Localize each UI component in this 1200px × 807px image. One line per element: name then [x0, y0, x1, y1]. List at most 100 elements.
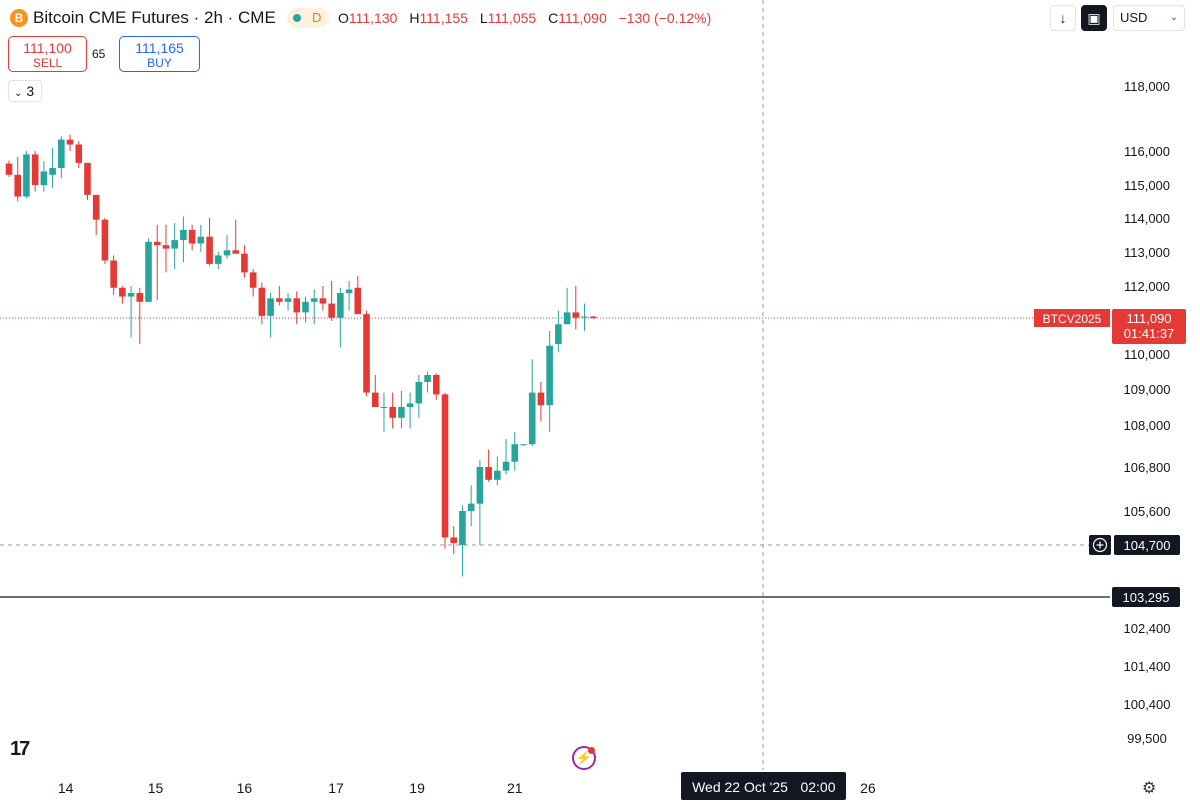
candle-body [441, 394, 449, 538]
indicators-count: 3 [26, 83, 35, 99]
contract-label: BTCV2025 [1043, 312, 1102, 326]
time-tick-label: 19 [409, 780, 425, 796]
candle-body [398, 407, 405, 418]
candle-body [23, 154, 30, 197]
candle-body [546, 345, 553, 406]
price-tick-label: 118,000 [1124, 79, 1170, 94]
candle-body [180, 229, 187, 241]
price-tick-label: 100,400 [1124, 697, 1171, 712]
crosshair-price-box [1114, 535, 1180, 555]
chart-header: B Bitcoin CME Futures · 2h · CME D O111,… [0, 0, 1200, 36]
candle-body [258, 287, 266, 316]
candle-body [5, 163, 13, 175]
sell-price: 111,100 [23, 40, 72, 56]
gear-icon[interactable]: ⚙ [1142, 780, 1157, 797]
fullscreen-icon[interactable]: ▣ [1081, 5, 1107, 31]
candle-body [206, 236, 213, 264]
price-tick-label: 106,800 [1124, 460, 1171, 475]
change-value: −130 (−0.12%) [618, 10, 712, 26]
candle-body [214, 255, 222, 264]
price-tick-label: 108,000 [1124, 418, 1171, 433]
candle-body [563, 312, 571, 325]
buy-price: 111,165 [135, 40, 184, 56]
candle-body [581, 316, 588, 318]
candle-body [476, 467, 484, 504]
crosshair-price-label: 104,700 [1124, 538, 1171, 553]
candle-body [276, 298, 283, 302]
candle-body [328, 303, 335, 318]
candle-body [485, 467, 492, 480]
bitcoin-icon[interactable]: B [10, 9, 28, 27]
lightning-icon[interactable]: ⚡ [572, 746, 596, 770]
candle-body [75, 144, 83, 163]
tradingview-logo[interactable]: 17 [10, 738, 30, 760]
candles-layer [5, 134, 597, 577]
candle-body [555, 324, 562, 345]
currency-select[interactable]: USD ⌄ [1113, 5, 1185, 31]
last-price-box [1112, 309, 1186, 344]
candle-body [14, 174, 22, 197]
symbol-title[interactable]: Bitcoin CME Futures · 2h · CME [33, 8, 276, 27]
price-tick-label: 110,000 [1124, 347, 1170, 362]
notification-dot [588, 747, 595, 754]
sell-button[interactable]: 111,100 SELL [8, 36, 87, 72]
market-open-dot [293, 14, 301, 22]
candle-body [232, 250, 240, 254]
buy-label: BUY [147, 56, 172, 70]
candle-body [119, 287, 126, 297]
time-tick-label: 26 [860, 780, 876, 796]
candle-body [66, 139, 74, 145]
buy-button[interactable]: 111,165 BUY [119, 36, 200, 72]
candle-body [302, 301, 309, 313]
chart-overlays [0, 0, 1110, 770]
candle-body [110, 260, 117, 288]
time-tick-label: 16 [237, 780, 253, 796]
crosshair-date-box [681, 772, 846, 800]
arrow-down-icon[interactable]: ↓ [1050, 5, 1076, 31]
time-tick-label: 15 [148, 780, 164, 796]
countdown-label: 01:41:37 [1124, 326, 1175, 341]
candle-body [223, 250, 231, 256]
ohlc-legend: O111,130 H111,155 L111,055 C111,090 −130… [338, 10, 719, 26]
candle-body [101, 219, 109, 261]
candle-body [319, 298, 327, 304]
candle-body [58, 139, 65, 168]
hline-price-label: 103,295 [1123, 590, 1170, 605]
high-value: 111,155 [419, 10, 468, 26]
price-tick-label: 105,600 [1124, 504, 1171, 519]
currency-value: USD [1120, 10, 1148, 25]
candle-body [197, 236, 205, 244]
candle-body [494, 470, 501, 480]
candle-body [310, 298, 318, 302]
market-status-badge[interactable]: D [287, 8, 329, 28]
chevron-down-icon: ⌄ [14, 88, 23, 99]
candle-body [345, 289, 353, 294]
candle-body [267, 298, 274, 316]
candle-body [415, 382, 423, 404]
price-tick-label: 109,000 [1124, 382, 1171, 397]
delayed-indicator: D [312, 10, 322, 25]
candle-body [145, 241, 152, 302]
time-tick-label: 17 [328, 780, 344, 796]
last-price-label: 111,090 [1126, 311, 1171, 326]
price-tick-label: 102,400 [1124, 621, 1171, 636]
price-tick-label: 116,000 [1124, 144, 1170, 159]
price-tick-label: 115,000 [1124, 178, 1170, 193]
crosshair-date-label: Wed 22 Oct '25 [692, 779, 788, 795]
price-tick-label: 113,000 [1124, 245, 1170, 260]
price-tick-label: 114,000 [1124, 211, 1170, 226]
open-value: 111,130 [348, 10, 398, 26]
price-tick-label: 101,400 [1124, 659, 1171, 674]
price-tick-label: 99,500 [1127, 731, 1167, 746]
candle-body [337, 293, 344, 318]
candle-body [293, 298, 301, 313]
time-tick-label: 21 [507, 780, 523, 796]
candle-body [389, 407, 396, 418]
candle-body [40, 171, 48, 185]
candle-body [363, 314, 370, 393]
hline-price-box [1112, 587, 1180, 607]
low-value: 111,055 [487, 10, 537, 26]
indicators-toggle[interactable]: ⌄ 3 [8, 80, 42, 102]
